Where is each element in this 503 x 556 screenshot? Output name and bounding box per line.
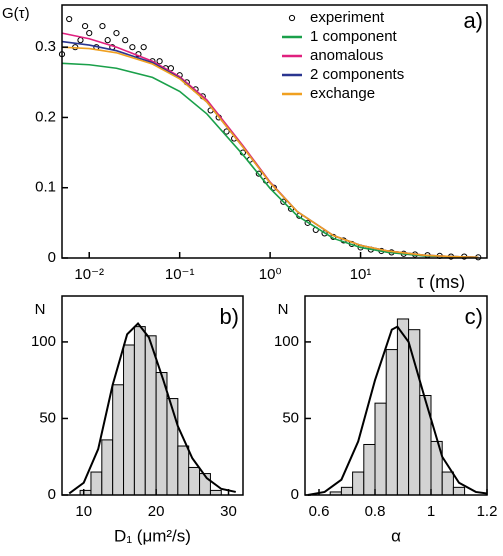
y-tick-label: 0.2 bbox=[35, 108, 56, 125]
y-tick-label: 0 bbox=[291, 486, 299, 503]
frame bbox=[304, 295, 488, 496]
fit-line bbox=[61, 40, 479, 259]
x-tick-label: 1.2 bbox=[477, 503, 498, 520]
fit-line bbox=[61, 62, 479, 259]
bar bbox=[340, 486, 354, 496]
x-tick-label: 30 bbox=[220, 503, 237, 520]
y-tick-label: 100 bbox=[31, 333, 56, 350]
y-axis-label: G(τ) bbox=[2, 5, 30, 22]
bar bbox=[441, 471, 454, 496]
x-tick-label: 0.8 bbox=[365, 503, 386, 520]
y-tick-label: 0.3 bbox=[35, 38, 56, 55]
bar bbox=[396, 318, 410, 496]
y-tick-label: 100 bbox=[274, 333, 299, 350]
y-tick-label: 0 bbox=[48, 249, 56, 266]
data-point bbox=[156, 58, 163, 65]
legend-marker bbox=[288, 14, 296, 22]
x-tick-label: 10⁻¹ bbox=[165, 266, 195, 283]
frame bbox=[61, 295, 244, 496]
panel-label: a) bbox=[463, 8, 483, 33]
y-tick-label: 50 bbox=[39, 409, 56, 426]
legend-label: exchange bbox=[310, 85, 375, 102]
y-axis-label: N bbox=[278, 301, 289, 318]
data-point bbox=[129, 44, 136, 51]
data-point bbox=[99, 22, 106, 30]
bar bbox=[188, 466, 201, 496]
data-point bbox=[140, 44, 147, 51]
x-axis-label: τ (ms) bbox=[417, 272, 465, 292]
panel-label: b) bbox=[219, 304, 239, 329]
data-point bbox=[66, 15, 73, 23]
data-point bbox=[113, 30, 120, 37]
legend-label: 2 components bbox=[310, 66, 404, 83]
x-tick-label: 10⁻² bbox=[74, 266, 104, 283]
bar bbox=[101, 439, 114, 496]
y-tick-label: 50 bbox=[282, 409, 299, 426]
x-tick-label: 1 bbox=[427, 503, 435, 520]
data-point bbox=[77, 37, 84, 44]
bar bbox=[123, 344, 135, 496]
fit-curve bbox=[307, 325, 488, 496]
bar bbox=[144, 335, 157, 496]
data-point bbox=[122, 37, 129, 44]
x-tick-label: 0.6 bbox=[309, 503, 330, 520]
fit-curve bbox=[68, 322, 236, 495]
data-point bbox=[223, 128, 230, 135]
data-point bbox=[280, 198, 287, 205]
x-tick-label: 10¹ bbox=[350, 266, 372, 283]
bar bbox=[177, 445, 190, 496]
legend-label: anomalous bbox=[310, 47, 383, 64]
bar bbox=[452, 486, 466, 496]
bar bbox=[408, 329, 421, 496]
data-point bbox=[255, 170, 262, 177]
data-point bbox=[81, 22, 89, 30]
legend-label: experiment bbox=[310, 9, 385, 26]
bar bbox=[374, 402, 387, 496]
y-tick-label: 0.1 bbox=[35, 179, 56, 196]
data-point bbox=[304, 219, 311, 226]
bar bbox=[155, 372, 168, 496]
y-tick-label: 0 bbox=[48, 486, 56, 503]
bar bbox=[133, 326, 146, 496]
x-axis-label: D₁ (μm²/s) bbox=[114, 526, 191, 545]
bar bbox=[90, 471, 103, 496]
x-tick-label: 10⁰ bbox=[259, 266, 282, 283]
fit-line bbox=[61, 32, 479, 259]
bar bbox=[112, 384, 125, 496]
data-point bbox=[321, 230, 328, 237]
bar bbox=[385, 349, 398, 496]
data-point bbox=[104, 37, 111, 44]
fit-line bbox=[61, 46, 479, 259]
bar bbox=[352, 471, 365, 496]
frame bbox=[61, 4, 488, 259]
data-point bbox=[287, 205, 295, 212]
y-axis-label: N bbox=[35, 301, 46, 318]
bar bbox=[166, 398, 179, 496]
bar bbox=[363, 443, 376, 496]
x-axis-label: α bbox=[391, 526, 401, 545]
data-point bbox=[86, 30, 93, 37]
x-tick-label: 20 bbox=[148, 503, 165, 520]
panel-label: c) bbox=[465, 304, 483, 329]
legend-label: 1 component bbox=[310, 28, 398, 45]
x-tick-label: 10 bbox=[75, 503, 92, 520]
